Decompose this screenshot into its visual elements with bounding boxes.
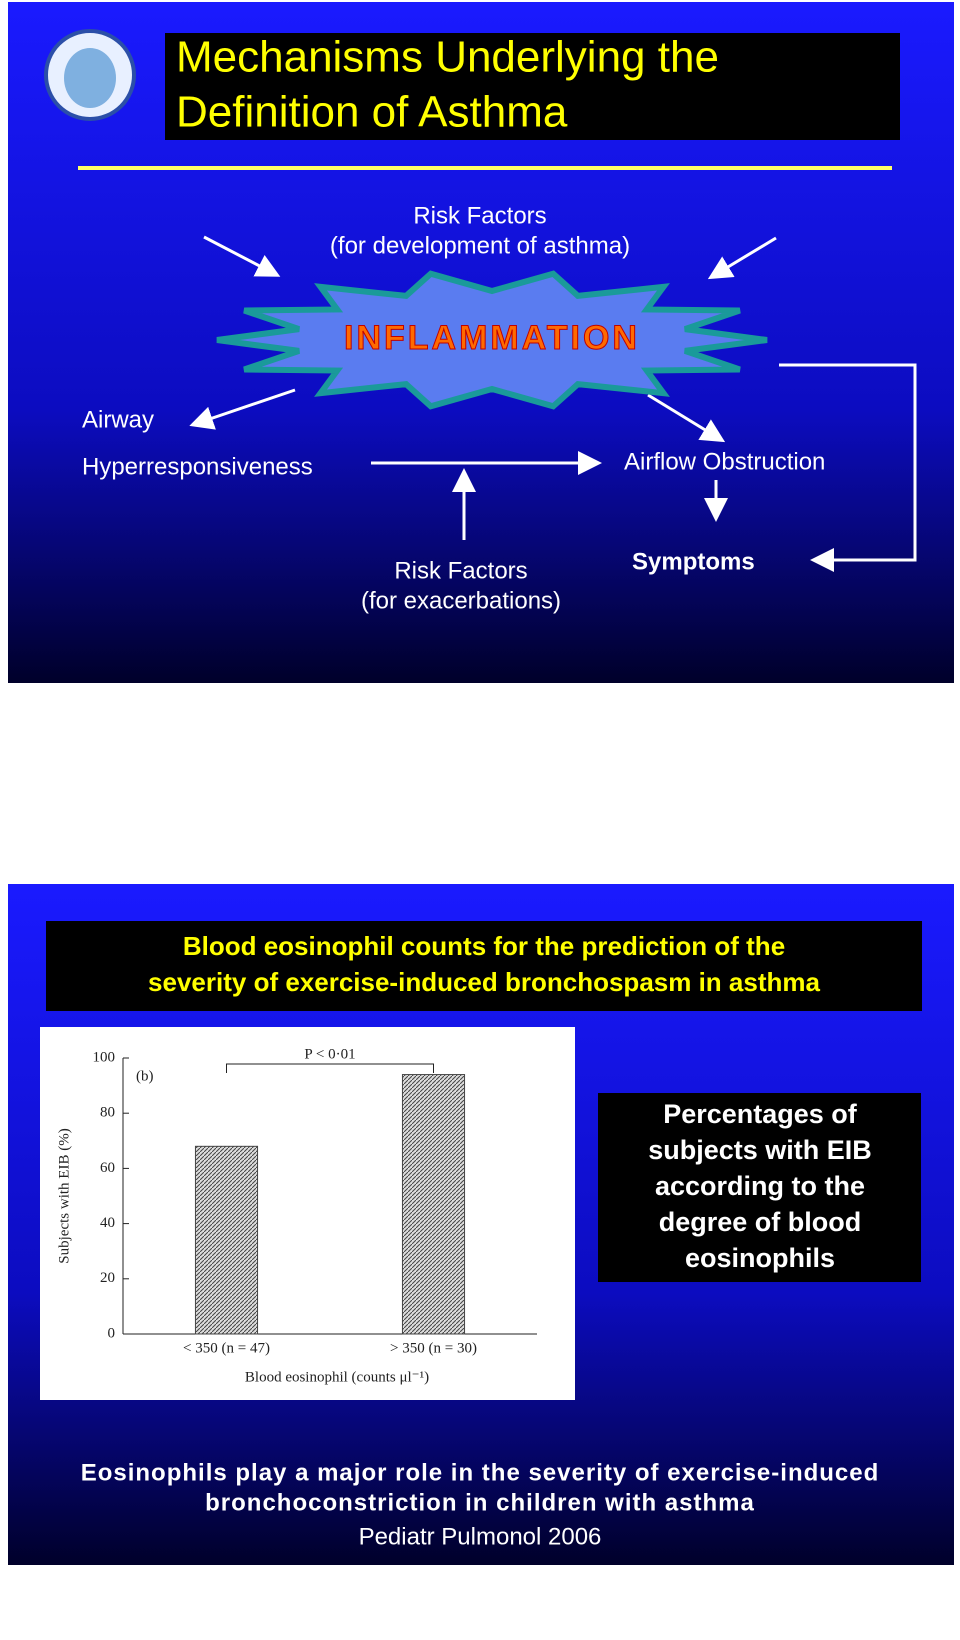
x-tick-label: < 350 (n = 47)	[183, 1340, 270, 1356]
x-tick-label: > 350 (n = 30)	[390, 1340, 477, 1356]
y-tick-label: 80	[100, 1105, 115, 1121]
citation: Pediatr Pulmonol 2006	[359, 1523, 602, 1550]
footer: Eosinophils play a major role in the sev…	[81, 1459, 880, 1486]
bar	[401, 1074, 466, 1335]
ahr-label: Airway	[82, 406, 154, 433]
logo-lungs	[64, 48, 116, 108]
y-axis-label: Subjects with EIB (%)	[56, 1128, 72, 1263]
note-line: eosinophils	[685, 1243, 835, 1273]
y-tick-label: 40	[100, 1215, 115, 1231]
risk-label: (for development of asthma)	[330, 232, 630, 259]
heading-box	[46, 921, 922, 1011]
obstruction-label: Airflow Obstruction	[624, 448, 825, 475]
bar	[194, 1145, 259, 1335]
y-tick-label: 60	[100, 1160, 115, 1176]
note-line: Percentages of	[663, 1099, 858, 1129]
heading: severity of exercise-induced bronchospas…	[148, 967, 820, 997]
arrows	[189, 235, 917, 572]
exac-label: Risk Factors	[394, 557, 527, 584]
chart: 0 20 40 60 80 100 Subjects with EIB (%) Blood e…	[56, 1046, 537, 1385]
inflammation-burst	[216, 270, 768, 410]
title: Definition of Asthma	[176, 88, 568, 137]
y-tick-label: 100	[93, 1049, 116, 1065]
note-line: degree of blood	[659, 1207, 862, 1237]
note-line: subjects with EIB	[648, 1135, 872, 1165]
inflammation: INFLAMMATION	[344, 319, 640, 357]
x-axis-label: Blood eosinophil (counts μl⁻¹)	[245, 1369, 429, 1385]
significance-bracket	[226, 1063, 434, 1073]
heading: Blood eosinophil counts for the predicti…	[183, 931, 785, 961]
note-line: according to the	[655, 1171, 865, 1201]
symptoms-label: Symptoms	[632, 548, 755, 575]
chart-background	[40, 1027, 575, 1400]
ahr-label: Hyperresponsiveness	[82, 453, 313, 480]
note-box	[598, 1093, 921, 1282]
exac-label: (for exacerbations)	[361, 587, 561, 614]
title: Mechanisms Underlying the	[176, 33, 719, 82]
footer: bronchoconstriction in children with ast…	[205, 1489, 755, 1516]
title-box	[165, 33, 900, 140]
risk-label: Risk Factors	[413, 202, 546, 229]
y-tick-label: 20	[100, 1270, 115, 1286]
panel-label: (b)	[136, 1068, 154, 1084]
significance-label: P < 0·01	[304, 1046, 355, 1062]
y-tick-label: 0	[108, 1325, 116, 1341]
